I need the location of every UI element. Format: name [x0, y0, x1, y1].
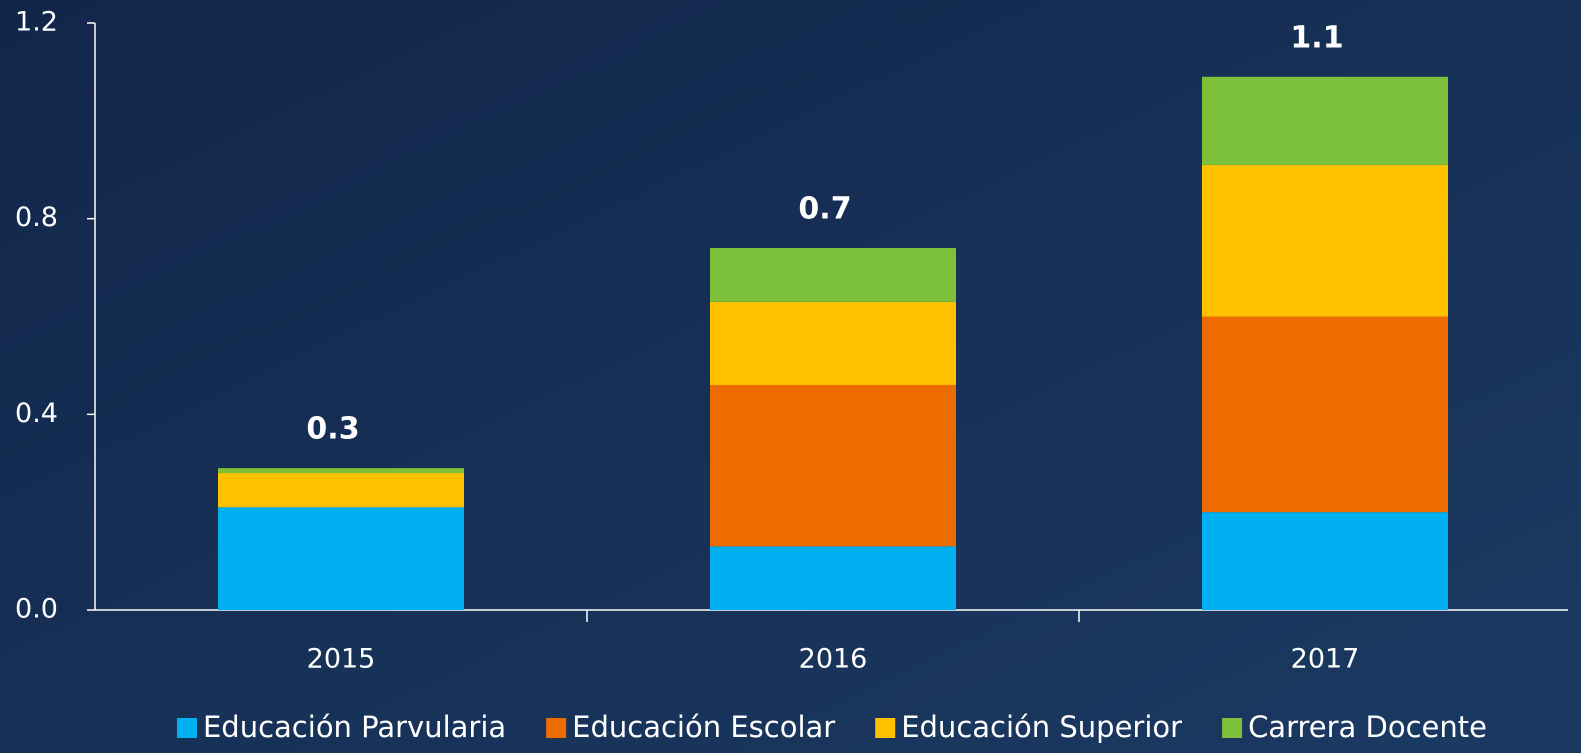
legend-label: Educación Escolar — [572, 710, 835, 744]
bar-segment — [218, 468, 464, 474]
bar-segment — [710, 248, 956, 302]
bar-segment — [218, 473, 464, 508]
bar-segment — [1202, 316, 1448, 513]
bar-segment — [218, 507, 464, 610]
legend-label: Educación Parvularia — [203, 710, 506, 744]
x-tick-label: 2017 — [1291, 644, 1360, 675]
legend-swatch — [546, 718, 567, 738]
legend-label: Educación Superior — [901, 710, 1182, 744]
legend-swatch — [875, 718, 896, 738]
y-tick-label: 0.8 — [15, 202, 58, 233]
y-tick-label: 0.4 — [15, 398, 58, 429]
total-label: 0.3 — [306, 412, 359, 447]
bar-segment — [1202, 512, 1448, 610]
legend-swatch — [176, 718, 197, 738]
total-label: 1.1 — [1290, 20, 1343, 55]
bar-segment — [710, 546, 956, 610]
bar-segment — [710, 301, 956, 385]
legend-label: Carrera Docente — [1248, 710, 1487, 744]
total-label: 0.7 — [798, 192, 851, 227]
x-tick-label: 2016 — [799, 644, 868, 675]
y-tick-label: 0.0 — [15, 594, 58, 625]
bar-segment — [710, 384, 956, 547]
bar-segment — [1202, 164, 1448, 317]
bar-segment — [1202, 76, 1448, 165]
x-tick-label: 2015 — [307, 644, 376, 675]
y-tick-label: 1.2 — [15, 7, 58, 38]
legend-swatch — [1222, 718, 1243, 738]
